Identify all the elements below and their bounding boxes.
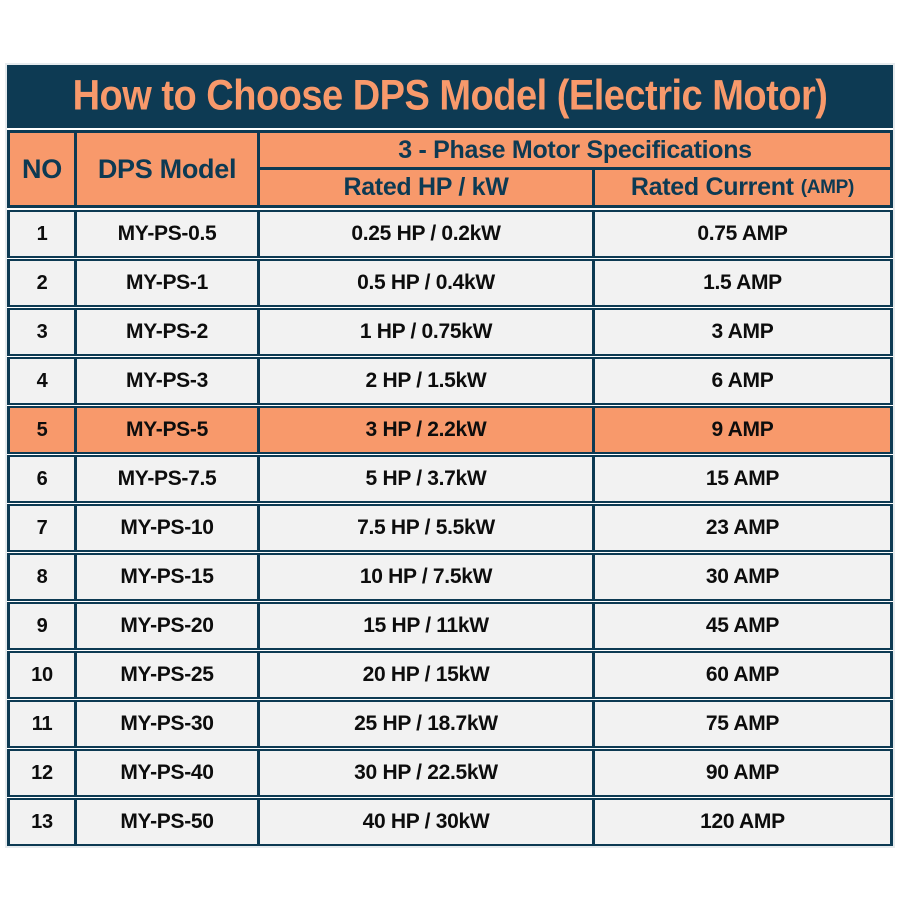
row-no-cell: 3 <box>7 308 77 356</box>
row-hp-cell: 3 HP / 2.2kW <box>260 406 595 454</box>
table-body: 1 MY-PS-0.5 0.25 HP / 0.2kW 0.75 AMP 2 M… <box>7 210 893 846</box>
row-current-cell: 30 AMP <box>595 553 893 601</box>
col-header-rated-hp: Rated HP / kW <box>260 170 592 205</box>
row-no-cell: 13 <box>7 798 77 846</box>
row-model-cell: MY-PS-40 <box>77 749 260 797</box>
row-model-cell: MY-PS-0.5 <box>77 210 260 258</box>
row-no-cell: 11 <box>7 700 77 748</box>
row-no-cell: 5 <box>7 406 77 454</box>
row-model-cell: MY-PS-20 <box>77 602 260 650</box>
row-current-cell: 23 AMP <box>595 504 893 552</box>
row-model-cell: MY-PS-10 <box>77 504 260 552</box>
row-model-cell: MY-PS-7.5 <box>77 455 260 503</box>
row-model-cell: MY-PS-3 <box>77 357 260 405</box>
row-hp-cell: 1 HP / 0.75kW <box>260 308 595 356</box>
row-no-cell: 4 <box>7 357 77 405</box>
col-header-no: NO <box>10 133 74 205</box>
row-model-cell: MY-PS-1 <box>77 259 260 307</box>
row-current-cell: 90 AMP <box>595 749 893 797</box>
row-no-cell: 9 <box>7 602 77 650</box>
row-model-cell: MY-PS-25 <box>77 651 260 699</box>
row-model-cell: MY-PS-30 <box>77 700 260 748</box>
row-model-cell: MY-PS-50 <box>77 798 260 846</box>
row-hp-cell: 25 HP / 18.7kW <box>260 700 595 748</box>
row-model-cell: MY-PS-15 <box>77 553 260 601</box>
row-no-cell: 7 <box>7 504 77 552</box>
row-current-cell: 9 AMP <box>595 406 893 454</box>
table-header: NO DPS Model 3 - Phase Motor Specificati… <box>7 130 893 208</box>
row-model-cell: MY-PS-2 <box>77 308 260 356</box>
row-current-cell: 1.5 AMP <box>595 259 893 307</box>
row-current-cell: 60 AMP <box>595 651 893 699</box>
row-current-cell: 120 AMP <box>595 798 893 846</box>
row-model-cell: MY-PS-5 <box>77 406 260 454</box>
page-title: How to Choose DPS Model (Electric Motor) <box>72 72 828 120</box>
row-current-cell: 6 AMP <box>595 357 893 405</box>
row-hp-cell: 20 HP / 15kW <box>260 651 595 699</box>
row-hp-cell: 0.5 HP / 0.4kW <box>260 259 595 307</box>
row-no-cell: 6 <box>7 455 77 503</box>
col-header-rated-current: Rated Current (AMP) <box>595 170 890 205</box>
row-hp-cell: 0.25 HP / 0.2kW <box>260 210 595 258</box>
title-banner: How to Choose DPS Model (Electric Motor) <box>7 65 893 128</box>
row-current-cell: 45 AMP <box>595 602 893 650</box>
row-no-cell: 8 <box>7 553 77 601</box>
row-hp-cell: 2 HP / 1.5kW <box>260 357 595 405</box>
row-hp-cell: 10 HP / 7.5kW <box>260 553 595 601</box>
row-hp-cell: 30 HP / 22.5kW <box>260 749 595 797</box>
row-no-cell: 1 <box>7 210 77 258</box>
col-header-dps-model: DPS Model <box>77 133 257 205</box>
rated-current-unit-label: (AMP) <box>800 176 855 198</box>
col-header-spec-group: 3 - Phase Motor Specifications <box>260 133 890 167</box>
rated-current-label: Rated Current <box>630 173 794 201</box>
row-current-cell: 3 AMP <box>595 308 893 356</box>
row-current-cell: 75 AMP <box>595 700 893 748</box>
row-hp-cell: 7.5 HP / 5.5kW <box>260 504 595 552</box>
row-no-cell: 12 <box>7 749 77 797</box>
row-no-cell: 2 <box>7 259 77 307</box>
row-hp-cell: 15 HP / 11kW <box>260 602 595 650</box>
row-current-cell: 0.75 AMP <box>595 210 893 258</box>
row-current-cell: 15 AMP <box>595 455 893 503</box>
row-hp-cell: 40 HP / 30kW <box>260 798 595 846</box>
dps-model-selection-table: How to Choose DPS Model (Electric Motor)… <box>5 63 895 848</box>
row-no-cell: 10 <box>7 651 77 699</box>
row-hp-cell: 5 HP / 3.7kW <box>260 455 595 503</box>
